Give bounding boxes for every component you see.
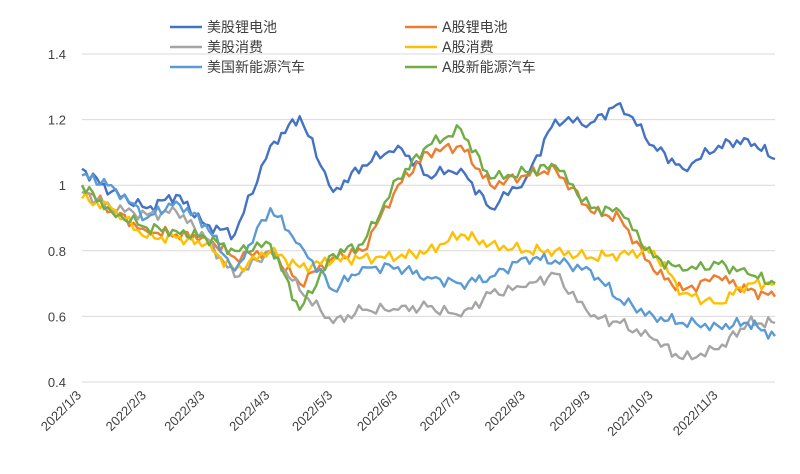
legend-label: A股消费 (442, 40, 494, 56)
x-tick-label: 2022/11/3 (670, 388, 721, 439)
y-axis-ticks: 0.4 0.6 0.8 1 1.2 1.4 (48, 47, 66, 390)
snowball-logo-icon (541, 435, 569, 463)
y-tick-label: 0.4 (48, 375, 66, 390)
x-axis-ticks: 2022/1/3 2022/2/3 2022/3/3 2022/4/3 2022/5/3… (38, 388, 721, 440)
x-tick-label: 2022/1/3 (38, 388, 84, 434)
watermark-text: 雪球：明世伙伴基金 (572, 439, 726, 460)
series-line-5 (80, 124, 776, 311)
x-tick-label: 2022/5/3 (289, 388, 335, 434)
y-tick-label: 0.6 (48, 309, 66, 324)
y-tick-label: 1.2 (48, 113, 66, 128)
x-tick-label: 2022/9/3 (546, 388, 592, 434)
series-lines (80, 102, 776, 361)
x-tick-label: 2022/7/3 (417, 388, 463, 434)
y-tick-label: 1 (59, 178, 66, 193)
legend-label: A股锂电池 (442, 20, 508, 36)
x-tick-label: 2022/6/3 (354, 388, 400, 434)
legend-label: A股新能源汽车 (442, 59, 536, 76)
x-tick-label: 2022/2/3 (103, 388, 149, 434)
series-line-4 (81, 172, 776, 340)
series-line-1 (80, 142, 776, 301)
legend-label: 美股锂电池 (207, 20, 277, 36)
x-tick-label: 2022/8/3 (482, 388, 528, 434)
legend-label: 美股消费 (207, 40, 263, 56)
y-tick-label: 1.4 (48, 47, 66, 62)
x-tick-label: 2022/3/3 (161, 388, 207, 434)
watermark: 雪球：明世伙伴基金 (541, 435, 726, 463)
series-line-0 (81, 102, 776, 241)
x-tick-label: 2022/10/3 (604, 388, 656, 440)
y-tick-label: 0.8 (48, 244, 66, 259)
x-tick-label: 2022/4/3 (226, 388, 272, 434)
legend-label: 美国新能源汽车 (207, 59, 305, 76)
